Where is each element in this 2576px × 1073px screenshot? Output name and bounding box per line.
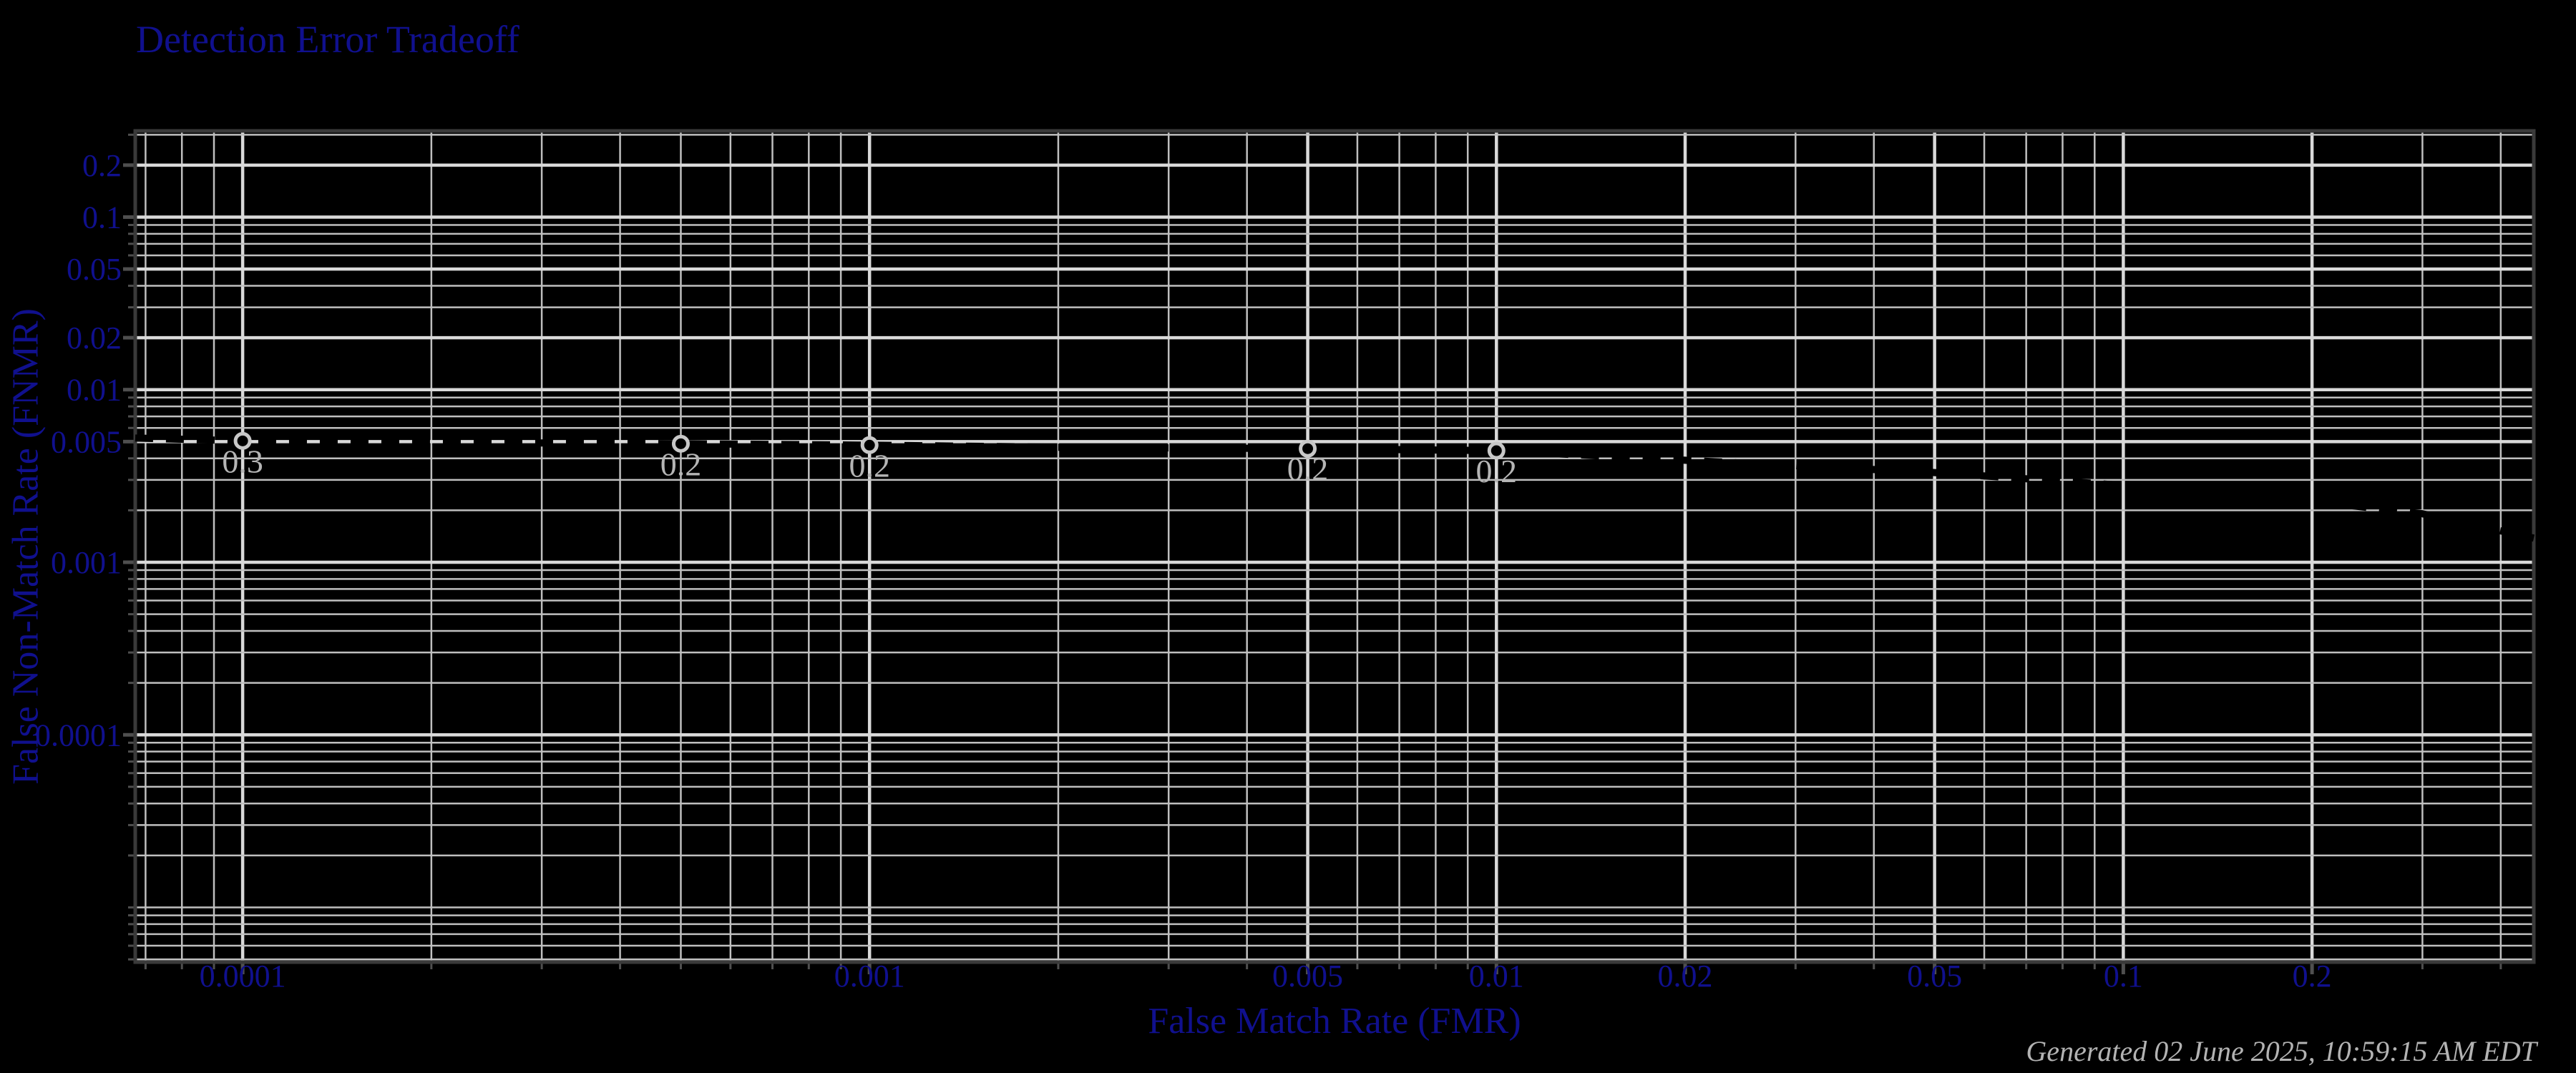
operating-point-marker	[1487, 441, 1506, 460]
operating-point-label: 0.2	[660, 446, 702, 482]
x-tick-label: 0.2	[2293, 959, 2332, 994]
y-tick-label: 0.2	[82, 148, 122, 183]
y-tick-label: 0.001	[51, 545, 122, 580]
x-axis-title: False Match Rate (FMR)	[1148, 1001, 1521, 1042]
operating-point-marker	[233, 431, 252, 450]
operating-point-marker	[1299, 439, 1317, 458]
generated-timestamp: Generated 02 June 2025, 10:59:15 AM EDT	[2026, 1035, 2537, 1067]
x-tick-label: 0.05	[1907, 959, 1962, 994]
operating-point-label: 0.2	[1476, 453, 1518, 489]
y-tick-label: 0.005	[51, 424, 122, 459]
det-curve	[135, 434, 2535, 542]
operating-point-label: 0.3	[222, 443, 263, 479]
x-tick-label: 0.005	[1272, 959, 1343, 994]
x-tick-label: 0.0001	[200, 959, 286, 994]
y-tick-label: 0.05	[67, 252, 122, 287]
x-tick-label: 0.1	[2104, 959, 2143, 994]
operating-point-label: 0.2	[1287, 451, 1329, 487]
operating-point-marker	[860, 436, 879, 454]
x-tick-label: 0.01	[1469, 959, 1524, 994]
x-tick-label: 0.02	[1658, 959, 1713, 994]
y-tick-label: 0.1	[82, 200, 122, 235]
x-tick-label: 0.001	[834, 959, 905, 994]
operating-point-marker	[671, 434, 690, 453]
chart-title: Detection Error Tradeoff	[136, 18, 519, 61]
plot-border	[133, 129, 2536, 964]
y-tick-label: 0.02	[67, 320, 122, 356]
y-tick-label: 0.0001	[35, 717, 122, 753]
y-tick-label: 0.01	[67, 373, 122, 408]
operating-point-label: 0.2	[849, 447, 890, 484]
